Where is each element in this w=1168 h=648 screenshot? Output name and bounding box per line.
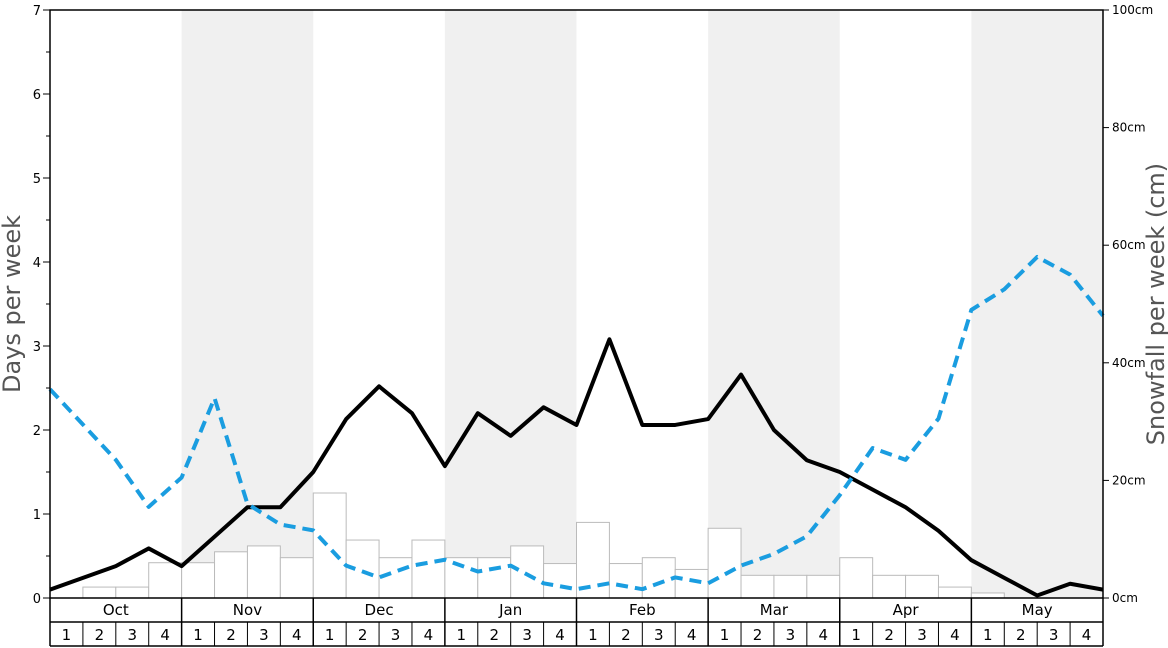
snow-day-bar: [477, 557, 512, 599]
week-label: 4: [555, 626, 565, 644]
axes: 0 1 2 3 4 5 6 7 0cm 20cm 40cm 60cm 80cm 100cm: [33, 3, 1153, 607]
days-line: [49, 337, 1104, 598]
month-band-jan: [444, 10, 577, 598]
week-label: 4: [160, 626, 170, 644]
snow-day-bar: [246, 545, 281, 599]
snow-day-bar: [148, 562, 183, 599]
week-label: 2: [95, 626, 105, 644]
snow-day-bar: [707, 527, 742, 599]
snow-day-bar: [378, 557, 413, 599]
week-label: 1: [588, 626, 598, 644]
y-axis-right-title: Snowfall per week (cm): [1142, 163, 1168, 445]
week-label: 2: [884, 626, 894, 644]
snow-day-bar: [411, 539, 446, 599]
week-label: 3: [391, 626, 401, 644]
week-label: 1: [983, 626, 993, 644]
week-label: 4: [687, 626, 697, 644]
y-left-tick-label: 6: [33, 88, 41, 103]
y-left-tick-label: 3: [33, 340, 41, 355]
week-label: 4: [1082, 626, 1092, 644]
week-label: 4: [950, 626, 960, 644]
snow-day-bar: [905, 574, 939, 599]
week-label: 1: [62, 626, 72, 644]
week-label: 4: [819, 626, 829, 644]
snow-day-bar: [82, 586, 117, 599]
month-label-jan: Jan: [498, 601, 522, 619]
week-label: 3: [917, 626, 927, 644]
snow-day-bar: [773, 574, 808, 599]
y-left-tick-label: 5: [33, 172, 41, 187]
month-label-nov: Nov: [233, 601, 262, 619]
month-band-mar: [708, 10, 840, 598]
snowfall-line: [48, 254, 1105, 592]
week-label: 3: [786, 626, 796, 644]
y-right-tick-label: 20cm: [1112, 473, 1146, 487]
week-label: 2: [358, 626, 368, 644]
week-label: 2: [621, 626, 631, 644]
week-label: 4: [292, 626, 302, 644]
month-label-oct: Oct: [103, 601, 129, 619]
x-axis: Oct 1 2 3 4 Nov 1 2 3 4 Dec 1 2 3 4 Jan 1 2 3 4 Feb 1 2 3 4 Mar 1 2…: [49, 598, 1104, 647]
series-lines: [48, 254, 1105, 598]
snow-day-bar: [608, 563, 643, 599]
y-right-tick-label: 60cm: [1112, 238, 1146, 252]
week-label: 1: [457, 626, 467, 644]
month-label-mar: Mar: [760, 601, 789, 619]
y-right-tick-label: 100cm: [1112, 3, 1153, 17]
week-label: 2: [753, 626, 763, 644]
y-right-tick-label: 0cm: [1112, 591, 1138, 605]
snow-day-bar: [510, 545, 545, 599]
y-left-tick-label: 2: [33, 424, 41, 439]
week-label: 1: [851, 626, 861, 644]
week-label: 3: [654, 626, 664, 644]
y-right-tick-label: 40cm: [1112, 356, 1146, 370]
week-label: 3: [1049, 626, 1059, 644]
month-label-feb: Feb: [629, 601, 656, 619]
snow-day-bar: [872, 574, 907, 599]
week-label: 2: [1016, 626, 1026, 644]
snow-day-bar: [214, 551, 248, 599]
y-left-tick-label: 0: [33, 592, 41, 607]
week-label: 1: [325, 626, 335, 644]
snow-day-bar: [543, 563, 577, 599]
month-label-apr: Apr: [893, 601, 920, 619]
week-label: 2: [226, 626, 236, 644]
month-band-may: [971, 10, 1103, 598]
y-axis-left-title: Days per week: [0, 215, 26, 393]
week-label: 2: [489, 626, 499, 644]
week-label: 1: [193, 626, 203, 644]
y-left-tick-label: 4: [33, 256, 41, 271]
week-label: 1: [720, 626, 730, 644]
week-label: 3: [522, 626, 532, 644]
y-left-tick-label: 7: [33, 4, 41, 19]
snow-day-bar: [641, 557, 676, 599]
snow-day-bar: [312, 492, 347, 599]
month-label-dec: Dec: [365, 601, 394, 619]
snow-day-bar: [937, 586, 972, 599]
snow-day-bar: [181, 562, 216, 599]
snow-day-bar: [839, 557, 874, 599]
snow-day-bar: [279, 557, 314, 599]
month-bands: [181, 10, 1103, 598]
snow-day-bar: [674, 568, 709, 599]
y-left-tick-label: 1: [33, 508, 41, 523]
snow-day-bar: [115, 586, 150, 599]
week-label: 4: [424, 626, 434, 644]
week-label: 3: [259, 626, 269, 644]
week-label: 3: [127, 626, 137, 644]
snow-day-bar: [970, 592, 1005, 599]
month-label-may: May: [1022, 601, 1053, 619]
snow-day-bar: [806, 574, 841, 599]
snow-day-bar: [740, 574, 775, 599]
y-right-tick-label: 80cm: [1112, 121, 1146, 135]
